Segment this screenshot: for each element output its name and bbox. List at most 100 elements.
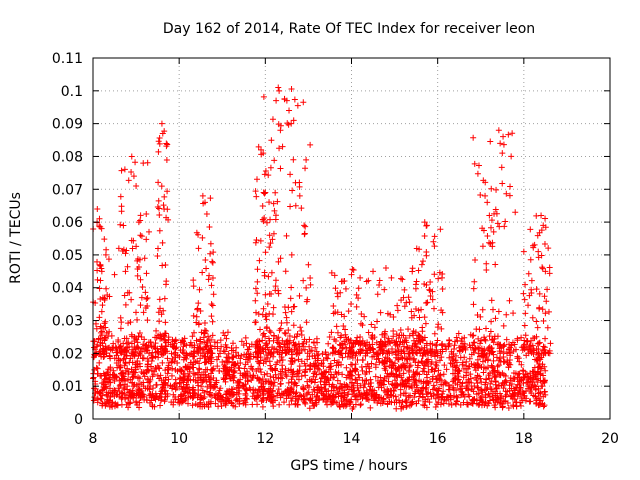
data-point	[209, 302, 216, 309]
data-point	[266, 199, 273, 206]
data-point	[326, 381, 333, 388]
data-point	[421, 402, 428, 409]
data-point	[470, 285, 477, 292]
data-point	[160, 384, 167, 391]
data-point	[498, 164, 505, 171]
data-point	[275, 334, 282, 341]
data-point	[194, 371, 201, 378]
data-point	[300, 383, 307, 390]
data-point	[289, 187, 296, 194]
data-point	[353, 303, 360, 310]
data-point	[135, 352, 142, 359]
data-point	[388, 392, 395, 399]
data-point	[439, 285, 446, 292]
data-point	[190, 376, 197, 383]
data-point	[453, 393, 460, 400]
data-point	[202, 366, 209, 373]
data-point	[518, 361, 525, 368]
data-point	[509, 130, 516, 137]
data-point	[266, 232, 273, 239]
data-point	[397, 327, 404, 334]
data-point	[500, 322, 507, 329]
data-point	[333, 362, 340, 369]
data-point	[122, 301, 129, 308]
data-point	[494, 220, 501, 227]
x-tick-label: 10	[170, 431, 188, 447]
data-point	[259, 376, 266, 383]
data-point	[303, 391, 310, 398]
data-point	[402, 363, 409, 370]
data-point	[209, 258, 216, 265]
data-point	[184, 376, 191, 383]
data-point	[144, 317, 151, 324]
data-point	[515, 370, 522, 377]
data-point	[302, 223, 309, 230]
data-point	[477, 192, 484, 199]
data-point	[448, 353, 455, 360]
data-point	[296, 192, 303, 199]
data-point	[487, 380, 494, 387]
data-point	[482, 325, 489, 332]
data-point	[128, 153, 135, 160]
data-point	[228, 347, 235, 354]
data-point	[490, 228, 497, 235]
data-point	[103, 246, 110, 253]
data-point	[203, 265, 210, 272]
data-point	[91, 394, 98, 401]
data-point	[109, 399, 116, 406]
x-tick-label: 14	[343, 431, 361, 447]
data-point	[269, 116, 276, 123]
data-point	[169, 365, 176, 372]
data-point	[301, 346, 308, 353]
data-point	[478, 337, 485, 344]
data-point	[249, 401, 256, 408]
data-point	[277, 127, 284, 134]
data-point	[286, 401, 293, 408]
data-point	[97, 262, 104, 269]
data-point	[433, 341, 440, 348]
data-point	[127, 355, 134, 362]
data-point	[199, 269, 206, 276]
data-point	[431, 385, 438, 392]
y-tick-label: 0.03	[52, 314, 83, 330]
data-point	[451, 375, 458, 382]
data-point	[94, 365, 101, 372]
data-point	[358, 310, 365, 317]
data-point	[271, 157, 278, 164]
data-point	[423, 222, 430, 229]
data-point	[172, 366, 179, 373]
data-point	[111, 271, 118, 278]
data-point	[448, 348, 455, 355]
data-point	[322, 369, 329, 376]
data-point	[147, 391, 154, 398]
data-point	[190, 329, 197, 336]
data-point	[215, 403, 222, 410]
data-point	[499, 404, 506, 411]
data-point	[490, 357, 497, 364]
data-point	[332, 369, 339, 376]
data-point	[311, 364, 318, 371]
data-point	[484, 199, 491, 206]
data-point	[214, 363, 221, 370]
data-point	[368, 360, 375, 367]
data-point	[539, 306, 546, 313]
data-point	[294, 102, 301, 109]
data-point	[209, 318, 216, 325]
data-point	[339, 354, 346, 361]
data-point	[441, 362, 448, 369]
data-point	[343, 381, 350, 388]
x-axis-label: GPS time / hours	[290, 458, 407, 474]
data-point	[124, 289, 131, 296]
data-point	[500, 141, 507, 148]
data-point	[121, 166, 128, 173]
data-point	[359, 377, 366, 384]
data-point	[446, 354, 453, 361]
data-point	[156, 318, 163, 325]
data-point	[270, 304, 277, 311]
data-point	[301, 360, 308, 367]
data-point	[199, 192, 206, 199]
data-point	[510, 402, 517, 409]
data-point	[318, 374, 325, 381]
data-point	[409, 265, 416, 272]
data-point	[482, 192, 489, 199]
